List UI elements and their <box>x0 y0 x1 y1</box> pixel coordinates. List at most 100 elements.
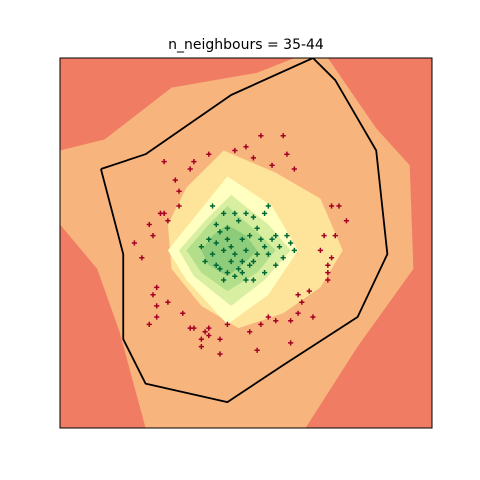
data-point-class-b <box>239 258 245 265</box>
data-point-class-b <box>247 262 253 268</box>
data-point-class-a <box>161 159 167 165</box>
data-point-class-b <box>288 240 294 246</box>
data-point-class-b <box>243 247 249 253</box>
data-point-class-a <box>288 340 294 346</box>
data-point-class-a <box>165 218 171 224</box>
data-point-class-a <box>325 262 331 268</box>
data-point-class-a <box>295 292 301 298</box>
data-point-class-b <box>228 258 234 265</box>
data-point-class-a <box>154 314 160 320</box>
axes-frame <box>59 57 433 429</box>
data-point-class-a <box>336 203 342 209</box>
data-point-class-a <box>198 336 204 342</box>
data-point-class-b <box>232 210 238 216</box>
data-point-class-b <box>239 236 245 242</box>
data-point-class-b <box>221 210 227 216</box>
decision-boundary-layer <box>100 58 389 404</box>
data-point-class-b <box>254 225 260 231</box>
data-point-class-b <box>265 203 271 209</box>
data-point-class-a <box>154 284 160 290</box>
data-point-class-a <box>202 329 208 335</box>
data-point-class-b <box>221 277 227 283</box>
data-point-class-a <box>150 292 156 298</box>
data-point-class-a <box>321 233 327 239</box>
data-point-class-a <box>198 344 204 350</box>
data-point-class-a <box>328 203 335 209</box>
data-point-class-b <box>235 218 242 224</box>
data-point-class-b <box>213 221 219 228</box>
data-point-class-b <box>213 240 219 246</box>
data-point-class-b <box>224 270 230 276</box>
data-point-class-a <box>146 221 152 228</box>
data-point-class-a <box>310 314 316 320</box>
data-point-class-a <box>206 332 212 339</box>
data-point-class-a <box>306 288 312 294</box>
data-point-class-b <box>209 251 216 257</box>
data-point-class-a <box>187 166 193 172</box>
data-point-class-a <box>317 247 323 253</box>
data-point-class-a <box>332 233 338 239</box>
data-point-class-a <box>325 277 331 283</box>
data-point-class-b <box>228 244 234 250</box>
data-point-class-b <box>254 251 260 257</box>
data-point-class-b <box>250 277 257 283</box>
data-point-class-a <box>247 329 253 335</box>
data-point-class-b <box>291 247 297 253</box>
data-point-class-b <box>217 229 223 235</box>
data-point-class-b <box>250 258 257 265</box>
data-point-class-b <box>206 236 212 242</box>
data-point-class-a <box>273 318 279 324</box>
data-point-class-a <box>191 325 197 331</box>
data-point-class-a <box>206 325 212 331</box>
data-point-class-a <box>280 133 286 139</box>
data-point-class-a <box>157 210 164 216</box>
data-point-class-a <box>243 144 249 150</box>
data-point-class-a <box>180 310 186 316</box>
data-point-class-b <box>262 270 268 276</box>
data-points <box>131 133 350 357</box>
data-point-class-a <box>284 151 290 157</box>
data-point-class-b <box>239 270 245 276</box>
data-point-class-b <box>262 210 268 216</box>
data-point-class-b <box>209 203 216 209</box>
region-level-6 <box>201 224 258 277</box>
data-point-class-b <box>280 255 286 261</box>
data-point-class-a <box>288 318 294 324</box>
data-point-class-b <box>213 262 219 268</box>
data-point-class-b <box>265 251 271 257</box>
data-point-class-b <box>217 266 223 272</box>
data-point-class-b <box>273 262 279 268</box>
data-point-class-a <box>299 299 305 305</box>
data-point-class-a <box>232 147 238 154</box>
data-point-class-a <box>328 255 335 261</box>
data-point-class-a <box>254 347 260 353</box>
decision-boundary-line <box>100 58 389 404</box>
plot-area <box>60 58 432 428</box>
data-point-class-b <box>269 236 275 242</box>
data-point-class-a <box>131 240 137 246</box>
data-point-class-a <box>269 162 275 168</box>
data-point-class-b <box>198 244 204 250</box>
data-point-class-a <box>217 336 223 342</box>
data-point-class-a <box>139 255 145 261</box>
data-point-class-b <box>224 225 230 231</box>
data-point-class-b <box>224 236 230 242</box>
data-point-class-b <box>232 251 238 257</box>
data-point-class-a <box>224 321 230 327</box>
data-point-class-a <box>154 303 160 309</box>
data-point-class-b <box>202 258 208 265</box>
data-point-class-a <box>172 177 178 183</box>
data-point-class-a <box>150 233 156 239</box>
chart-title: n_neighbours = 35-44 <box>168 37 324 53</box>
data-point-class-b <box>273 233 279 239</box>
data-point-class-b <box>258 236 264 242</box>
data-point-class-a <box>176 203 182 209</box>
data-point-class-b <box>243 210 249 216</box>
data-point-class-b <box>232 273 238 279</box>
data-point-class-a <box>295 310 301 316</box>
data-point-class-a <box>258 133 264 139</box>
data-point-class-a <box>265 314 271 320</box>
data-point-class-b <box>221 247 227 253</box>
data-point-class-a <box>191 159 197 165</box>
